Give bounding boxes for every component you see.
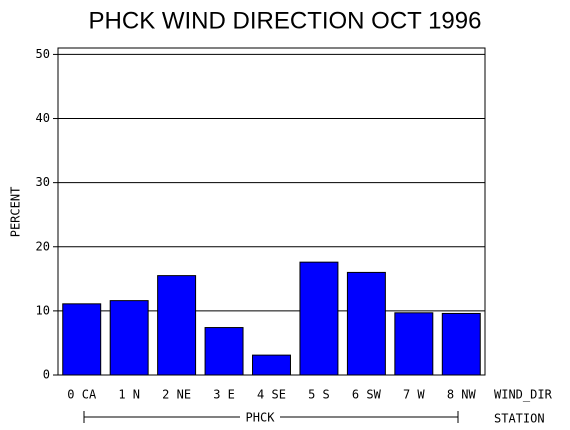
x-tick-label: 7 W — [403, 388, 425, 402]
group-label: PHCK — [246, 411, 276, 425]
y-axis-label: PERCENT — [9, 187, 23, 238]
x-tick-label: 0 CA — [67, 388, 97, 402]
group-axis-label: STATION — [494, 412, 545, 426]
y-tick-label: 10 — [36, 303, 50, 317]
x-tick-label: 8 NW — [447, 388, 477, 402]
bar — [346, 271, 386, 376]
x-tick-label: 3 E — [213, 388, 235, 402]
chart-title: PHCK WIND DIRECTION OCT 1996 — [89, 7, 482, 34]
y-tick-label: 50 — [36, 47, 50, 61]
bar — [394, 312, 434, 376]
y-tick-label: 30 — [36, 175, 50, 189]
x-tick-label: 6 SW — [352, 388, 382, 402]
bar — [299, 261, 339, 376]
plot-frame — [57, 47, 486, 376]
x-tick-label: 2 NE — [162, 388, 191, 402]
bar — [204, 327, 244, 376]
bar — [252, 354, 291, 376]
x-tick-label: 4 SE — [257, 388, 286, 402]
x-tick-label: 5 S — [308, 388, 330, 402]
y-tick-label: 0 — [43, 368, 50, 382]
bar — [62, 303, 102, 376]
bar — [109, 300, 149, 376]
bar — [157, 275, 197, 376]
bar — [441, 312, 481, 376]
x-axis-label: WIND_DIR — [494, 388, 553, 402]
y-tick-label: 20 — [36, 239, 50, 253]
y-tick-label: 40 — [36, 111, 50, 125]
x-tick-label: 1 N — [118, 388, 140, 402]
